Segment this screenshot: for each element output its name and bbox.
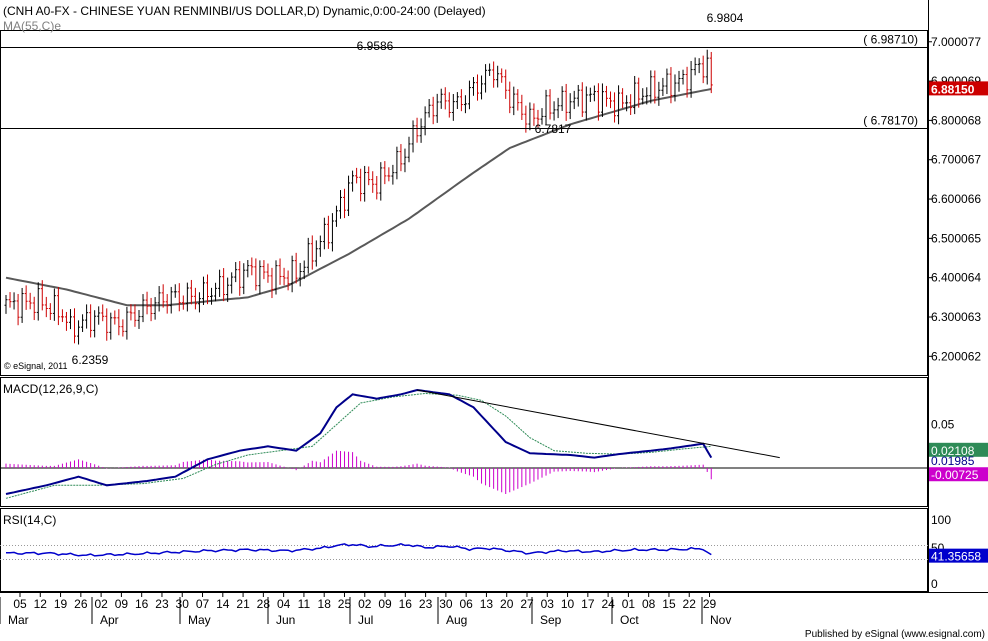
x-day-label: 14 xyxy=(216,597,230,611)
price-annotation: 6.9586 xyxy=(357,39,394,53)
macd-hist-box xyxy=(929,467,988,482)
price-y-label: 7.000077 xyxy=(931,35,981,49)
price-y-label: 6.200062 xyxy=(931,349,981,363)
x-day-label: 01 xyxy=(622,597,636,611)
x-month-label: Aug xyxy=(446,613,467,627)
x-day-label: 06 xyxy=(459,597,473,611)
price-y-label: 6.400064 xyxy=(931,271,981,285)
macd-signal-box xyxy=(929,442,988,457)
last-price-box xyxy=(929,81,988,96)
rsi-value-label: 41.35658 xyxy=(931,550,981,564)
ma-line xyxy=(5,88,712,307)
price-y-label: 6.500065 xyxy=(931,231,981,245)
x-day-label: 09 xyxy=(378,597,392,611)
axis-ticks: 7.0000776.9000696.8000686.7000676.600066… xyxy=(0,35,988,627)
x-day-label: 24 xyxy=(601,597,615,611)
copyright-label: © eSignal, 2011 xyxy=(4,361,68,371)
level-label: ( 6.98710) xyxy=(863,33,918,47)
x-day-label: 11 xyxy=(298,597,311,611)
x-day-label: 23 xyxy=(419,597,433,611)
price-y-label: 6.600066 xyxy=(931,192,981,206)
ma-series xyxy=(5,88,712,307)
x-month-label: Oct xyxy=(620,613,639,627)
x-day-label: 08 xyxy=(642,597,656,611)
level-label: ( 6.78170) xyxy=(863,114,918,128)
x-day-label: 18 xyxy=(318,597,332,611)
price-y-label: 6.300063 xyxy=(931,310,981,324)
price-annotation: 6.9804 xyxy=(707,11,744,25)
x-month-label: Sep xyxy=(540,613,562,627)
macd-value: 0.01985 xyxy=(931,454,975,468)
rsi-panel-frame xyxy=(0,508,928,592)
price-annotation: 6.7817 xyxy=(535,122,572,136)
macd-hist-value: -0.00725 xyxy=(931,468,979,482)
x-day-label: 03 xyxy=(541,597,555,611)
macd-signal-line xyxy=(5,392,712,499)
panel-frames xyxy=(0,0,988,593)
rsi-value-box xyxy=(929,548,988,563)
x-day-label: 15 xyxy=(662,597,676,611)
price-panel-frame xyxy=(0,30,928,376)
x-month-label: Nov xyxy=(710,613,731,627)
candle-series xyxy=(4,49,713,345)
x-day-label: 22 xyxy=(683,597,697,611)
x-day-label: 05 xyxy=(13,597,27,611)
x-month-label: Jul xyxy=(358,613,373,627)
x-day-label: 13 xyxy=(480,597,494,611)
price-annotation: 6.2359 xyxy=(72,353,109,367)
chart-title: (CNH A0-FX - CHINESE YUAN RENMINBI/US DO… xyxy=(3,4,486,18)
x-day-label: 30 xyxy=(439,597,453,611)
x-day-label: 02 xyxy=(358,597,372,611)
x-day-label: 25 xyxy=(338,597,352,611)
last-price-label: 6.88150 xyxy=(931,82,975,96)
macd-line xyxy=(5,388,713,495)
macd-y-label: 0.05 xyxy=(931,418,955,432)
x-day-label: 21 xyxy=(236,597,250,611)
x-day-label: 28 xyxy=(257,597,271,611)
x-day-label: 20 xyxy=(500,597,514,611)
macd-trendline xyxy=(416,389,780,459)
rsi-title: RSI(14,C) xyxy=(3,513,56,527)
x-day-label: 16 xyxy=(135,597,149,611)
price-y-label: 6.700067 xyxy=(931,153,981,167)
rsi-y-label: 100 xyxy=(931,513,951,527)
macd-series xyxy=(0,388,928,499)
x-day-label: 10 xyxy=(561,597,575,611)
macd-signal-value: 0.02108 xyxy=(931,444,975,458)
x-month-label: Apr xyxy=(100,613,119,627)
x-day-label: 02 xyxy=(94,597,108,611)
x-day-label: 30 xyxy=(176,597,190,611)
price-y-label: 6.800068 xyxy=(931,113,981,127)
x-month-label: Mar xyxy=(8,613,29,627)
rsi-series xyxy=(5,543,712,557)
ma-legend: MA(55,C)e xyxy=(3,19,61,33)
macd-panel-frame xyxy=(0,377,928,507)
x-day-label: 07 xyxy=(196,597,210,611)
level-lines: ( 6.98710) ( 6.78170) 6.9804 6.9586 6.7817 6.… xyxy=(0,11,928,367)
x-day-label: 09 xyxy=(115,597,129,611)
x-day-label: 12 xyxy=(34,597,48,611)
rsi-line xyxy=(5,543,712,557)
x-day-label: 27 xyxy=(520,597,534,611)
x-day-label: 04 xyxy=(277,597,291,611)
x-day-label: 29 xyxy=(703,597,717,611)
footer-credit: Published by eSignal (www.esignal.com) xyxy=(805,629,985,640)
x-day-label: 17 xyxy=(581,597,595,611)
x-month-label: Jun xyxy=(276,613,295,627)
x-month-label: May xyxy=(188,613,211,627)
rsi-y-label: 0 xyxy=(931,577,938,591)
x-day-label: 16 xyxy=(399,597,413,611)
x-day-label: 26 xyxy=(74,597,88,611)
x-day-label: 19 xyxy=(54,597,68,611)
x-day-label: 23 xyxy=(155,597,169,611)
macd-title: MACD(12,26,9,C) xyxy=(3,382,98,396)
